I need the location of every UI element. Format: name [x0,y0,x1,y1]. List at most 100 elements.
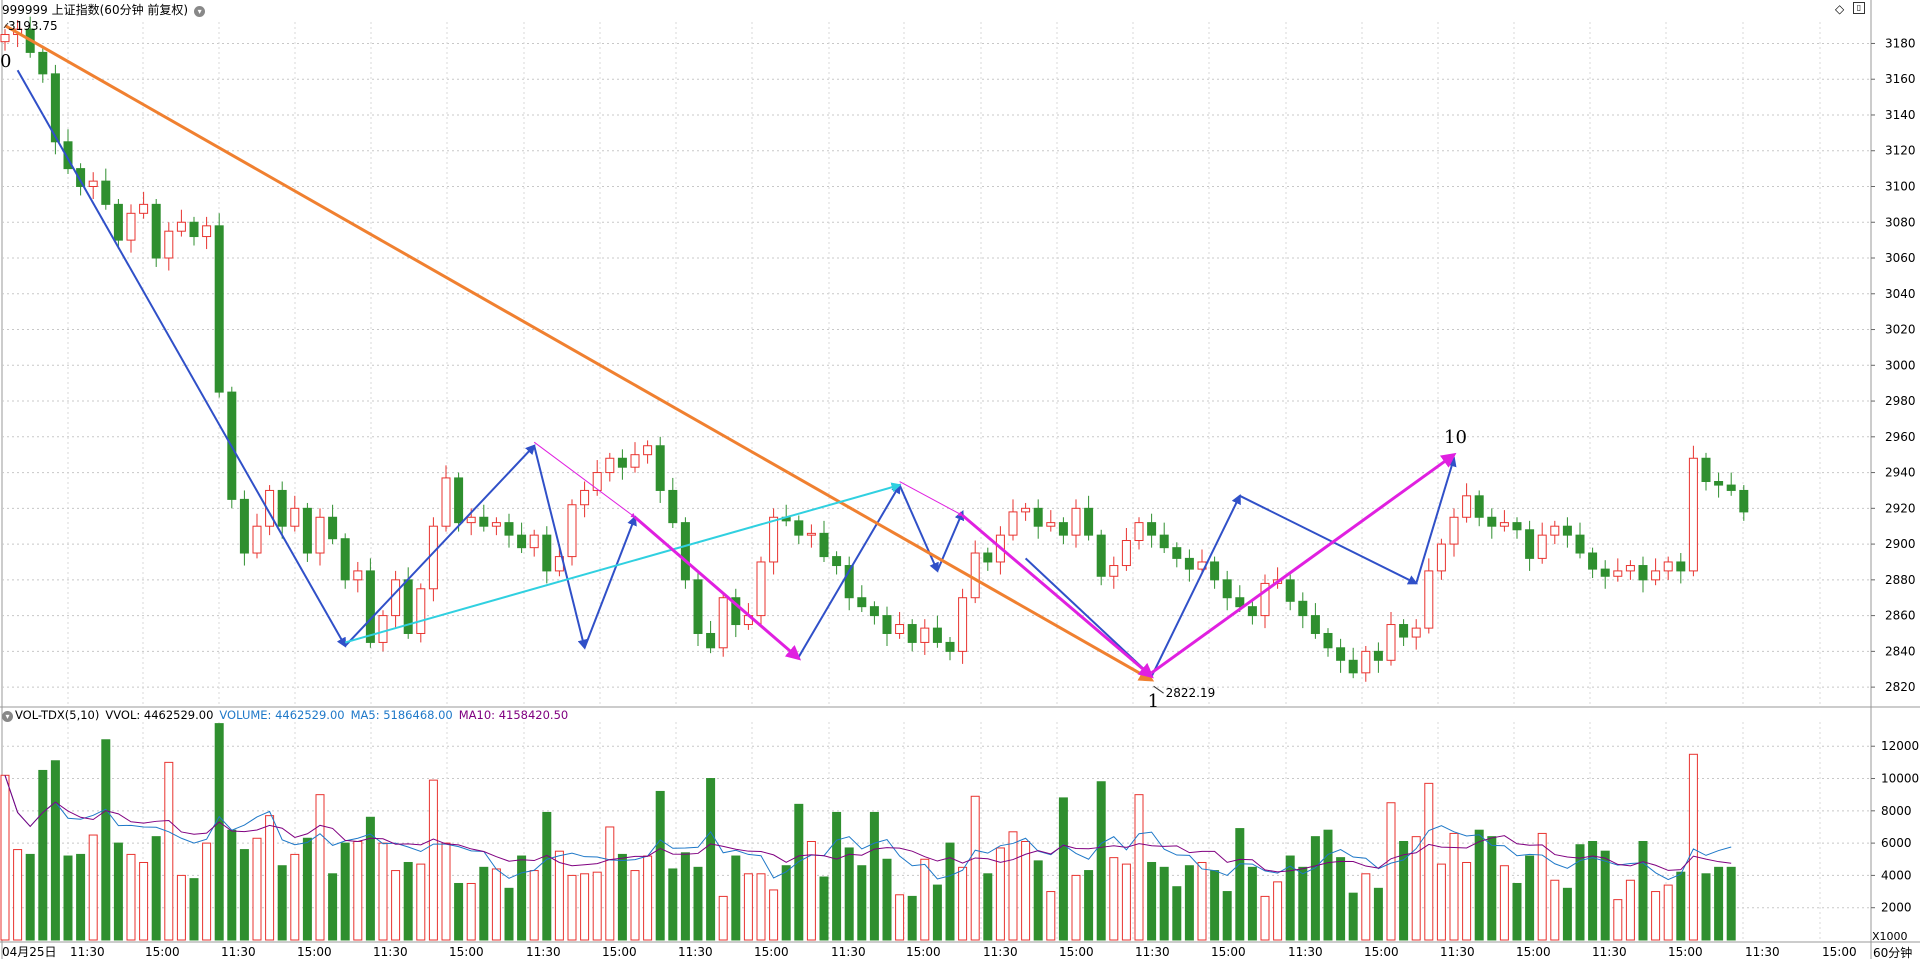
time-tick-label: 11:30 [1135,945,1170,959]
time-tick-label: 15:00 [1211,945,1246,959]
candle-body [844,565,854,599]
volume-bar [126,853,136,941]
candle-body [1159,534,1169,549]
price-tick-label: 2980 [1885,394,1916,408]
trend-line [533,441,636,518]
candle-body [504,522,514,536]
volume-bar [605,826,615,941]
candle-body [895,624,905,634]
volume-bar [1336,857,1346,941]
volume-bar [832,811,842,941]
volume-bar [769,889,779,941]
volume-bar [932,884,942,941]
candle-body [1046,522,1056,527]
trend-line [1150,452,1457,675]
candle-body [529,534,539,549]
volume-bar [1663,884,1673,941]
volume-bar [428,779,438,941]
candle-body [416,588,426,634]
trend-line [344,482,902,644]
volume-bar [907,895,917,941]
candle-body [1726,484,1736,491]
volume-tick-label: 2000 [1881,901,1912,915]
candle-body [63,141,73,170]
candle-body [1525,529,1535,559]
candle-body [391,579,401,617]
candle-body [290,507,300,527]
volume-bar [50,760,60,941]
wave-label-0: 0 [0,51,11,72]
volume-bar [1184,865,1194,941]
candle-body [655,445,665,491]
volume-tick-label: 6000 [1881,836,1912,850]
volume-bar [38,769,48,941]
time-tick-label: 11:30 [1745,945,1780,959]
chevron-down-icon[interactable]: ▾ [194,6,206,17]
volume-bar [882,858,892,941]
candle-body [139,203,149,214]
candle-body [718,597,728,649]
candle-body [1172,547,1182,559]
candle-body [441,477,451,527]
candle-body [1021,507,1031,513]
price-tick-label: 2940 [1885,466,1916,480]
time-tick-label: 15:00 [449,945,484,959]
trend-line [1415,456,1457,584]
volume-bar [1121,863,1131,941]
volume-bar [1348,892,1358,941]
candle-body [113,203,123,241]
trend-line [583,515,637,649]
trend-line [344,444,536,647]
volume-bar [819,876,829,941]
candle-body [592,472,602,491]
candle-body [680,522,690,581]
volume-bar [529,870,539,941]
volume-bar [504,887,514,941]
trend-line [1150,494,1241,677]
time-tick-label: 15:00 [754,945,789,959]
volume-bar [353,840,363,941]
volume-bar [1449,832,1459,941]
volume-bar [1033,860,1043,941]
volume-bar [743,873,753,941]
volume-bar [365,816,375,941]
candle-body [1121,540,1131,567]
price-tick-label: 2900 [1885,537,1916,551]
volume-bar [1688,753,1698,941]
trend-line [961,514,1154,679]
price-tick-label: 2860 [1885,609,1916,623]
volume-tick-label: 8000 [1881,804,1912,818]
diamond-icon[interactable]: ◇ [1835,2,1845,16]
volume-bar [340,842,350,941]
candle-body [1235,597,1245,608]
candle-body [164,230,174,259]
candle-body [1714,481,1724,486]
volume-bar [1714,866,1724,941]
volume-bar [718,895,728,941]
candle-body [668,489,678,524]
candle-body [1147,522,1157,536]
candle-body [542,534,552,572]
price-tick-label: 3160 [1885,72,1916,86]
volume-bar [1361,873,1371,941]
time-tick-label: 11:30 [373,945,408,959]
price-tick-label: 3140 [1885,108,1916,122]
volume-bar [844,847,854,941]
volume-bar [1411,836,1421,941]
volume-bar [1676,871,1686,941]
candle-body [1008,511,1018,536]
candle-body [353,570,363,581]
time-tick-label: 11:30 [1288,945,1323,959]
candle-body [1348,659,1358,674]
candle-body [189,221,199,238]
candle-body [491,522,501,527]
time-tick-label: 11:30 [1592,945,1627,959]
volume-bar [970,795,980,941]
time-tick-label: 15:00 [1364,945,1399,959]
candle-body [1625,565,1635,572]
candle-body [1184,557,1194,570]
panel-toggle-icon[interactable]: ▯ [1853,2,1865,14]
volume-bar [479,866,489,941]
chevron-down-icon[interactable]: ▾ [2,711,13,722]
candle-body [1651,570,1661,581]
